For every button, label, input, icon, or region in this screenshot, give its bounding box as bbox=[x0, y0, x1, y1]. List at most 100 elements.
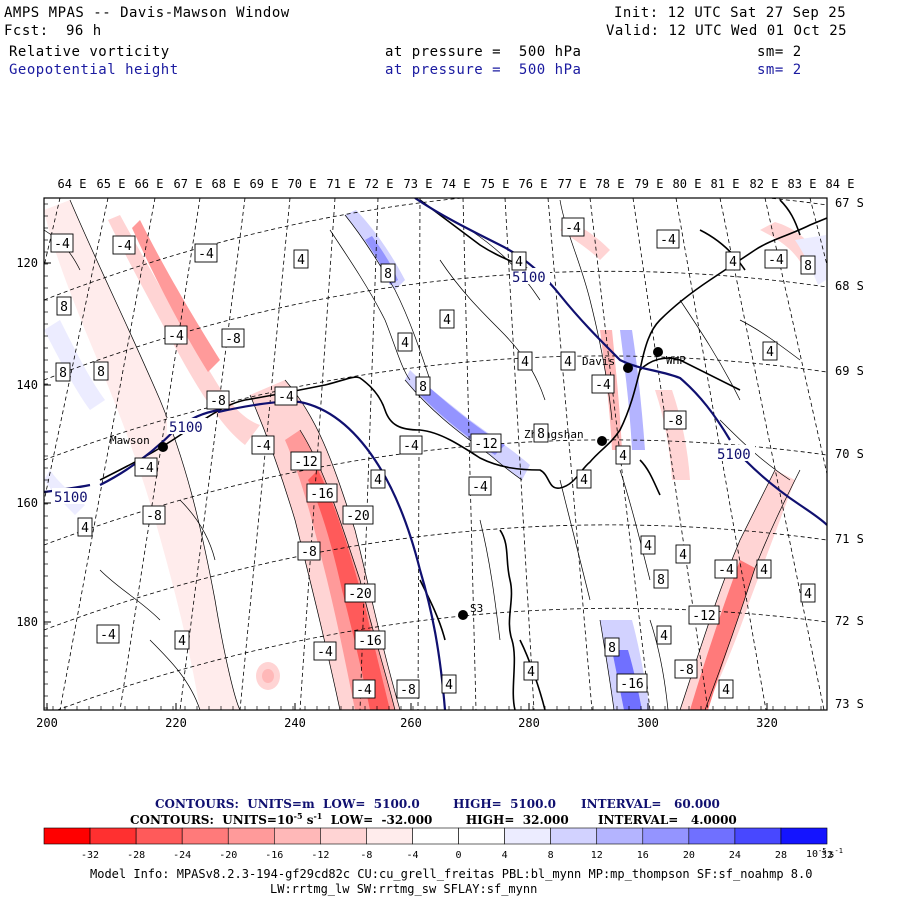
vorticity-label-box bbox=[221, 328, 245, 348]
vorticity-label-box bbox=[142, 505, 166, 525]
vorticity-label-text: -4 bbox=[255, 439, 271, 454]
vorticity-label-box bbox=[560, 351, 576, 371]
vorticity-label-box bbox=[354, 630, 386, 650]
vorticity-label-text: 4 bbox=[374, 473, 382, 488]
field-vorticity: Relative vorticity bbox=[9, 44, 170, 60]
vorticity-label: -4 bbox=[194, 243, 218, 263]
zhongshan-label: Zhongshan bbox=[524, 428, 584, 441]
height-label: 5100 bbox=[512, 270, 546, 286]
vorticity-label-text: 4 bbox=[766, 345, 774, 360]
top-lon-label: 76 E bbox=[519, 177, 548, 191]
vorticity-label: -8 bbox=[297, 541, 321, 561]
vorticity-label-box bbox=[397, 332, 413, 352]
vorticity-label-box bbox=[561, 217, 585, 237]
vorticity-label: -16 bbox=[306, 483, 338, 503]
top-lon-label: 77 E bbox=[558, 177, 587, 191]
vorticity-label: 4 bbox=[675, 544, 691, 564]
vorticity-units-exponent: -5 bbox=[293, 811, 303, 821]
vorticity-label-text: -8 bbox=[210, 394, 226, 409]
colorbar-tick-label: 16 bbox=[637, 850, 649, 861]
vorticity-label-box bbox=[96, 624, 120, 644]
forecast-label: Fcst: bbox=[4, 23, 49, 39]
colorbar-tick-label: -12 bbox=[311, 850, 329, 861]
vorticity-units-seconds: s bbox=[302, 813, 314, 827]
field-geopotential: Geopotential height bbox=[9, 62, 179, 78]
vorticity-label-text: 4 bbox=[722, 683, 730, 698]
height-label: 5100 bbox=[169, 420, 203, 436]
colorbar-cell bbox=[227, 827, 275, 845]
vorticity-label-text: 4 bbox=[804, 587, 812, 602]
colorbar-unit-exp: -5 bbox=[818, 847, 826, 855]
vorticity-label: -8 bbox=[396, 679, 420, 699]
vorticity-label-text: -4 bbox=[138, 461, 154, 476]
vorticity-label-text: 4 bbox=[564, 355, 572, 370]
forecast-hour: 96 h bbox=[66, 23, 102, 39]
top-lon-label: 84 E bbox=[826, 177, 855, 191]
vorticity-label: 4 bbox=[523, 661, 539, 681]
vorticity-label-text: 4 bbox=[527, 665, 535, 680]
vorticity-contour-units: CONTOURS: UNITS=10 bbox=[130, 813, 294, 827]
vorticity-label-text: -4 bbox=[278, 390, 294, 405]
vorticity-label: 4 bbox=[718, 679, 734, 699]
top-lon-label: 64 E bbox=[58, 177, 87, 191]
davis-marker bbox=[623, 363, 633, 373]
vorticity-label-text: 4 bbox=[660, 629, 668, 644]
vorticity-label-text: 4 bbox=[760, 563, 768, 578]
vorticity-label-text: 4 bbox=[580, 473, 588, 488]
bottom-axis-label: 260 bbox=[400, 716, 422, 730]
vorticity-label-box bbox=[396, 679, 420, 699]
vorticity-label-box bbox=[718, 679, 734, 699]
vorticity-label-text: -4 bbox=[565, 221, 581, 236]
vorticity-label-box bbox=[134, 457, 158, 477]
colorbar-tick-label: -24 bbox=[173, 850, 191, 861]
vorticity-label-text: -8 bbox=[301, 545, 317, 560]
top-lon-label: 82 E bbox=[750, 177, 779, 191]
vorticity-label-box bbox=[56, 296, 72, 316]
vorticity-label: -12 bbox=[470, 433, 502, 453]
vorticity-label-text: -4 bbox=[356, 683, 372, 698]
vorticity-label-box bbox=[511, 251, 527, 271]
vorticity-label: -20 bbox=[344, 583, 376, 603]
vorticity-label-text: -12 bbox=[474, 437, 497, 452]
vorticity-label-box bbox=[439, 309, 455, 329]
vorticity-label: -8 bbox=[206, 390, 230, 410]
top-lon-label: 78 E bbox=[596, 177, 625, 191]
vorticity-label: -12 bbox=[290, 451, 322, 471]
vorticity-label: 4 bbox=[656, 625, 672, 645]
vorticity-label-box bbox=[352, 679, 376, 699]
height-label: 5100 bbox=[54, 490, 88, 506]
vorticity-label-text: -12 bbox=[692, 609, 715, 624]
vorticity-label-text: -20 bbox=[348, 587, 371, 602]
top-lon-label: 70 E bbox=[288, 177, 317, 191]
vorticity-label-text: -4 bbox=[718, 563, 734, 578]
vorticity-label-box bbox=[55, 362, 71, 382]
vorticity-label-box bbox=[380, 263, 396, 283]
davis-label: Davis bbox=[582, 355, 615, 368]
vorticity-label: -16 bbox=[616, 673, 648, 693]
vorticity-label-box bbox=[290, 451, 322, 471]
mawson-label: Mawson bbox=[110, 434, 150, 447]
vorticity-label-text: -4 bbox=[54, 237, 70, 252]
colorbar-units: 10-5 s-1 bbox=[806, 847, 843, 860]
vorticity-label-box bbox=[194, 243, 218, 263]
vorticity-label-text: -8 bbox=[678, 663, 694, 678]
vorticity-label: -12 bbox=[688, 605, 720, 625]
vorticity-label-text: -4 bbox=[198, 247, 214, 262]
vorticity-label: -4 bbox=[468, 476, 492, 496]
vorticity-label: -8 bbox=[663, 410, 687, 430]
vorticity-label-box bbox=[604, 637, 620, 657]
vorticity-label-box bbox=[93, 361, 109, 381]
bottom-axis-label: 300 bbox=[637, 716, 659, 730]
vorticity-label-box bbox=[441, 674, 457, 694]
vorticity-label: 8 bbox=[800, 255, 816, 275]
left-axis-label: 160 bbox=[16, 496, 38, 510]
colorbar-tick-label: 28 bbox=[775, 850, 787, 861]
left-axis-label: 120 bbox=[16, 256, 38, 270]
vorticity-label: -4 bbox=[164, 325, 188, 345]
height-contour-info: CONTOURS: UNITS=m LOW= 5100.0 HIGH= 5100… bbox=[155, 797, 720, 811]
vorticity-label-box bbox=[112, 235, 136, 255]
colorbar-cell bbox=[458, 827, 505, 845]
pressure-vorticity: at pressure = 500 hPa bbox=[385, 44, 582, 60]
vorticity-label-text: 4 bbox=[521, 355, 529, 370]
